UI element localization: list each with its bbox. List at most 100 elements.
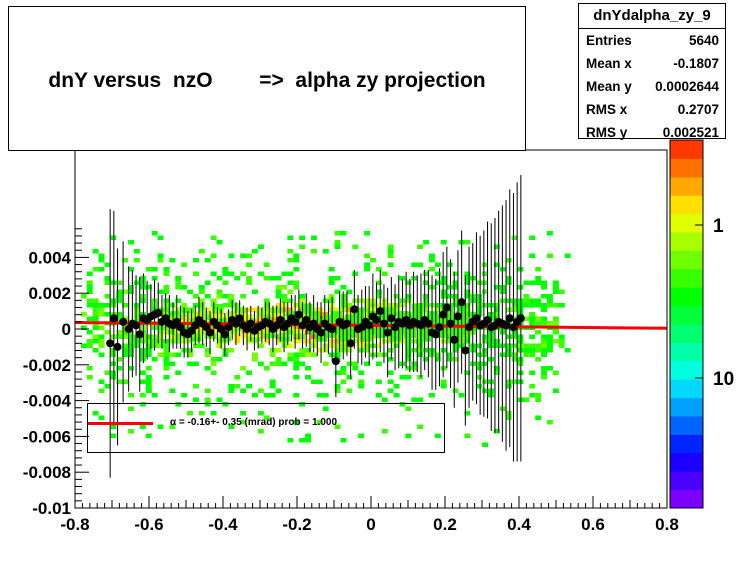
heatmap-cell xyxy=(175,285,182,290)
heatmap-cell xyxy=(452,303,459,308)
heatmap-cell xyxy=(346,388,353,393)
heatmap-cell xyxy=(157,253,164,258)
heatmap-cell xyxy=(305,330,311,335)
palette-cell xyxy=(670,268,703,288)
heatmap-cell xyxy=(535,276,542,281)
heatmap-cell xyxy=(210,361,217,366)
heatmap-cell xyxy=(387,348,394,353)
heatmap-cell xyxy=(405,352,412,357)
heatmap-cell xyxy=(387,370,394,375)
heatmap-cell xyxy=(163,361,170,366)
heatmap-cell xyxy=(269,352,276,357)
palette-cell xyxy=(670,195,703,215)
heatmap-cell xyxy=(104,280,111,285)
heatmap-cell xyxy=(511,357,518,362)
heatmap-cell xyxy=(281,361,288,366)
heatmap-cell xyxy=(98,379,105,384)
heatmap-cell xyxy=(535,303,542,308)
heatmap-cell xyxy=(358,433,365,438)
heatmap-cell xyxy=(529,253,536,258)
heatmap-cell xyxy=(423,294,429,299)
heatmap-cell xyxy=(476,361,483,366)
heatmap-cell xyxy=(128,429,134,434)
heatmap-cell xyxy=(169,424,176,429)
heatmap-cell xyxy=(139,294,146,299)
heatmap-cell xyxy=(293,361,300,366)
palette-cell xyxy=(670,324,703,343)
heatmap-cell xyxy=(493,339,500,344)
heatmap-cell xyxy=(411,339,418,344)
heatmap-cell xyxy=(541,307,547,312)
stats-value: 0.002521 xyxy=(662,125,719,140)
heatmap-cell xyxy=(211,303,224,310)
heatmap-cell xyxy=(328,267,335,272)
profile-point xyxy=(302,316,311,325)
heatmap-cell xyxy=(128,343,134,348)
heatmap-cell xyxy=(434,262,441,267)
profile-point xyxy=(276,316,285,325)
heatmap-cell xyxy=(128,285,134,290)
heatmap-cell xyxy=(529,235,536,240)
heatmap-cell xyxy=(523,343,530,348)
heatmap-cell xyxy=(228,253,235,258)
heatmap-cell xyxy=(417,262,424,267)
heatmap-cell xyxy=(139,424,146,429)
heatmap-cell xyxy=(352,298,359,303)
heatmap-cell xyxy=(452,285,459,290)
heatmap-cell xyxy=(216,397,223,402)
heatmap-cell xyxy=(375,267,382,272)
profile-point xyxy=(446,319,455,328)
heatmap-cell xyxy=(175,352,182,357)
stats-value: -0.1807 xyxy=(673,56,719,71)
heatmap-cell xyxy=(169,303,176,308)
heatmap-cell xyxy=(541,321,547,326)
heatmap-cell xyxy=(92,303,99,308)
heatmap-cell xyxy=(234,334,241,339)
stats-histogram-name: dnYdalpha_zy_9 xyxy=(579,4,725,29)
heatmap-cell xyxy=(523,303,530,308)
heatmap-cell xyxy=(393,384,400,389)
heatmap-cell xyxy=(399,375,406,380)
profile-point xyxy=(154,308,163,317)
heatmap-cell xyxy=(535,330,542,335)
y-tick-label: -0.008 xyxy=(23,463,71,482)
heatmap-cell xyxy=(122,303,129,308)
heatmap-cell xyxy=(98,258,105,263)
heatmap-cell xyxy=(440,348,447,353)
heatmap-cell xyxy=(346,307,353,312)
heatmap-cell xyxy=(358,379,365,384)
y-tick-label: -0.004 xyxy=(23,392,72,411)
heatmap-cell xyxy=(246,370,252,375)
profile-point xyxy=(450,335,459,344)
heatmap-cell xyxy=(334,352,341,357)
heatmap-cell xyxy=(523,352,530,357)
heatmap-cell xyxy=(222,267,229,272)
heatmap-cell xyxy=(204,258,211,263)
heatmap-cell xyxy=(86,271,93,276)
heatmap-cell xyxy=(334,384,341,389)
heatmap-cell xyxy=(393,294,400,299)
heatmap-cell xyxy=(417,375,424,380)
palette-cell xyxy=(670,397,703,417)
heatmap-cell xyxy=(269,276,276,281)
heatmap-cell xyxy=(116,312,123,317)
heatmap-cell xyxy=(116,298,123,303)
heatmap-cell xyxy=(287,352,294,357)
heatmap-cell xyxy=(511,330,518,335)
heatmap-cell xyxy=(181,262,188,267)
heatmap-cell xyxy=(116,280,123,285)
profile-point xyxy=(431,330,440,339)
heatmap-cell xyxy=(275,388,282,393)
heatmap-cell xyxy=(493,244,500,249)
heatmap-cell xyxy=(434,357,441,362)
heatmap-cell xyxy=(482,303,488,308)
heatmap-cell xyxy=(305,366,311,371)
heatmap-cell xyxy=(175,307,182,312)
heatmap-cell xyxy=(399,402,406,407)
heatmap-cell xyxy=(305,375,311,380)
profile-point xyxy=(106,339,115,348)
heatmap-cell xyxy=(134,249,140,254)
profile-point xyxy=(424,319,433,328)
heatmap-cell xyxy=(476,294,483,299)
